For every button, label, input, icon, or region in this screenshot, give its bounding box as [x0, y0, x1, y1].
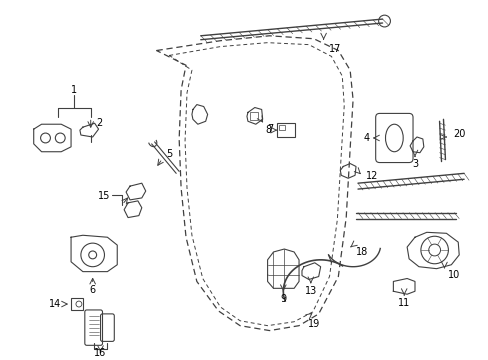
Text: 11: 11 [397, 298, 409, 308]
Text: 20: 20 [452, 129, 465, 139]
Bar [279, 125, 285, 130]
Text: 15: 15 [98, 191, 110, 201]
Text: 10: 10 [447, 270, 460, 280]
Text: 12: 12 [365, 171, 377, 181]
Text: 3: 3 [411, 158, 417, 168]
Text: 5: 5 [166, 149, 172, 159]
Text: 1: 1 [71, 85, 77, 95]
Text: 7: 7 [267, 124, 273, 134]
Bar [277, 123, 294, 137]
Text: 2: 2 [97, 118, 102, 128]
Text: 9: 9 [280, 294, 286, 304]
Text: 19: 19 [307, 319, 319, 329]
Text: 18: 18 [355, 247, 367, 257]
Bar [71, 298, 82, 310]
Bar [249, 112, 257, 120]
Text: 6: 6 [89, 285, 96, 295]
Text: 8: 8 [265, 125, 271, 135]
Text: 13: 13 [304, 286, 316, 296]
Text: 17: 17 [328, 44, 340, 54]
Text: 16: 16 [94, 348, 106, 358]
Text: 4: 4 [363, 133, 369, 143]
Text: 14: 14 [49, 299, 61, 309]
